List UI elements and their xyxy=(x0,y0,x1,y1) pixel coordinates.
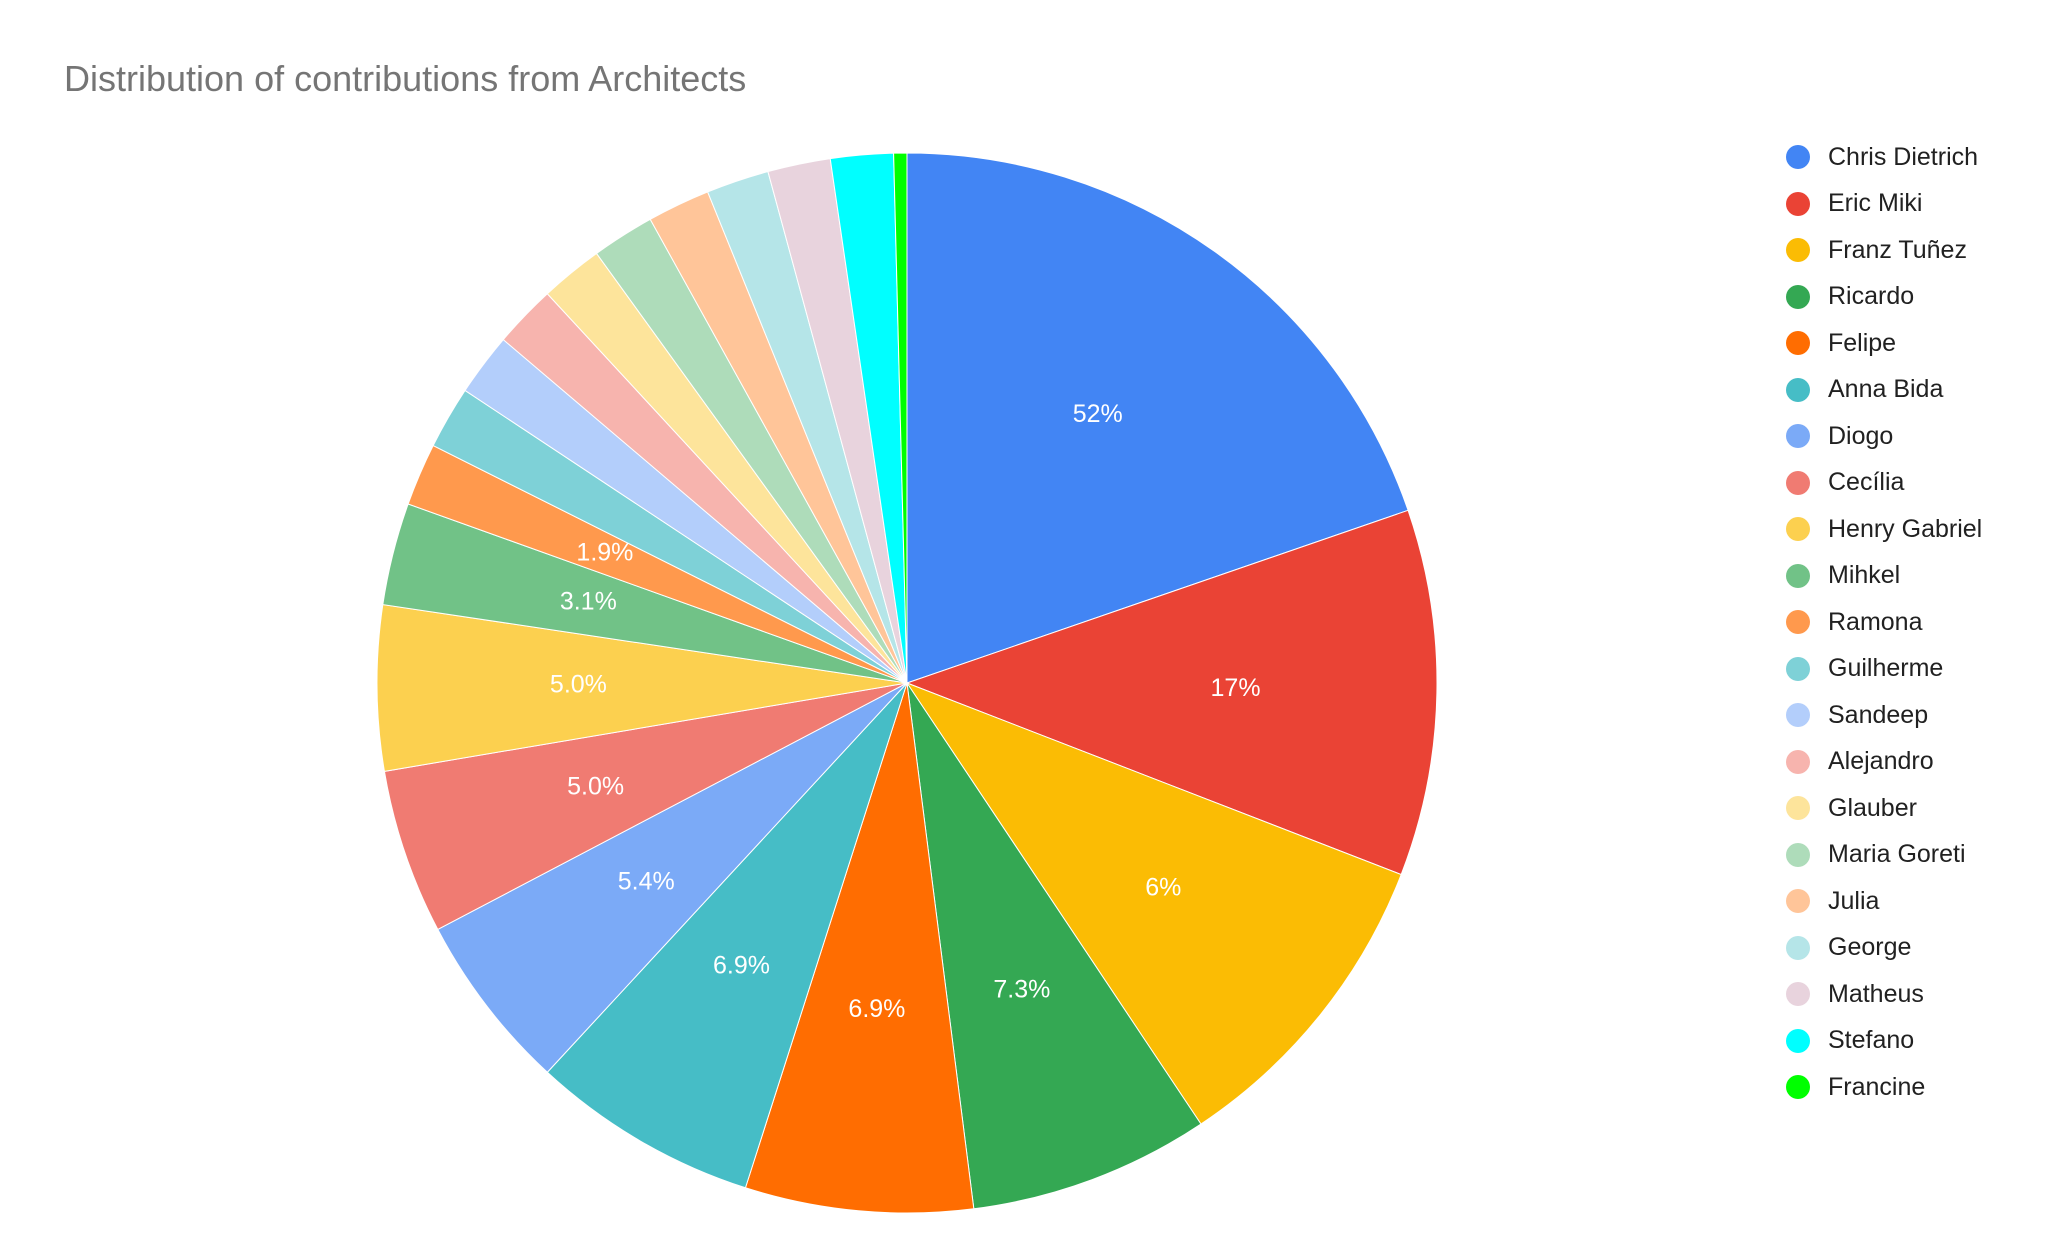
legend-swatch xyxy=(1786,1028,1810,1053)
legend-label: Cecília xyxy=(1828,468,1905,497)
pie-slice-eric-miki[interactable] xyxy=(905,509,1438,876)
slice-label-felipe: 6.9% xyxy=(848,995,905,1023)
pie-slice-francine[interactable] xyxy=(893,152,908,684)
legend-item-guilherme[interactable]: Guilherme xyxy=(1786,646,1982,693)
legend-item-chris-dietrich[interactable]: Chris Dietrich xyxy=(1786,134,1982,181)
legend-label: Diogo xyxy=(1828,421,1894,450)
legend-item-george[interactable]: George xyxy=(1786,925,1982,972)
slice-label-cecilia: 5.0% xyxy=(567,773,624,801)
legend-item-cecilia[interactable]: Cecília xyxy=(1786,460,1982,507)
legend-item-ricardo[interactable]: Ricardo xyxy=(1786,274,1982,321)
pie-slice-franz-tunez[interactable] xyxy=(905,681,1402,1125)
legend-swatch xyxy=(1786,749,1810,774)
legend-label: Eric Miki xyxy=(1828,189,1923,218)
legend-swatch xyxy=(1786,982,1810,1007)
legend-swatch xyxy=(1786,703,1810,728)
slice-label-ricardo: 7.3% xyxy=(993,975,1050,1003)
legend-label: Glauber xyxy=(1828,793,1917,822)
legend-item-francine[interactable]: Francine xyxy=(1786,1064,1982,1111)
legend-label: Matheus xyxy=(1828,979,1924,1008)
legend-swatch xyxy=(1786,145,1810,170)
slice-label-ramona: 1.9% xyxy=(576,538,633,566)
legend-item-eric-miki[interactable]: Eric Miki xyxy=(1786,181,1982,228)
slice-label-anna-bida: 6.9% xyxy=(713,951,770,979)
legend-swatch xyxy=(1786,563,1810,588)
pie-slice-diogo[interactable] xyxy=(437,682,908,1073)
legend-swatch xyxy=(1786,331,1810,356)
slice-label-diogo: 5.4% xyxy=(618,868,675,896)
legend-label: Mihkel xyxy=(1828,561,1901,590)
pie-slice-cecilia[interactable] xyxy=(383,682,908,931)
legend-item-franz-tunez[interactable]: Franz Tuñez xyxy=(1786,227,1982,274)
legend-label: Ricardo xyxy=(1828,282,1915,311)
legend-item-mihkel[interactable]: Mihkel xyxy=(1786,553,1982,600)
legend-label: Anna Bida xyxy=(1828,375,1944,404)
legend-swatch xyxy=(1786,1075,1810,1100)
pie-slice-chris-dietrich[interactable] xyxy=(906,152,1409,684)
legend-item-matheus[interactable]: Matheus xyxy=(1786,971,1982,1018)
pie-slice-henry-gabriel[interactable] xyxy=(376,603,908,772)
pie-slice-felipe[interactable] xyxy=(744,682,975,1214)
chart-title: Distribution of contributions from Archi… xyxy=(64,58,747,99)
slice-label-mihkel: 3.1% xyxy=(560,587,617,615)
legend-label: Alejandro xyxy=(1828,747,1934,776)
chart-legend: Chris Dietrich Eric Miki Franz Tuñez Ricard… xyxy=(1786,134,1982,1111)
legend-label: Chris Dietrich xyxy=(1828,142,1979,171)
legend-swatch xyxy=(1786,517,1810,542)
slice-label-henry-gabriel: 5.0% xyxy=(550,671,607,699)
legend-swatch xyxy=(1786,610,1810,635)
slice-label-chris-dietrich: 52% xyxy=(1073,400,1123,428)
legend-swatch xyxy=(1786,238,1810,263)
legend-item-glauber[interactable]: Glauber xyxy=(1786,785,1982,832)
legend-label: Maria Goreti xyxy=(1828,840,1966,869)
pie-slice-ricardo[interactable] xyxy=(906,682,1202,1210)
legend-swatch xyxy=(1786,191,1810,216)
legend-item-diogo[interactable]: Diogo xyxy=(1786,413,1982,460)
legend-label: Julia xyxy=(1828,886,1880,915)
legend-item-henry-gabriel[interactable]: Henry Gabriel xyxy=(1786,506,1982,553)
legend-label: Felipe xyxy=(1828,328,1897,357)
legend-item-sandeep[interactable]: Sandeep xyxy=(1786,692,1982,739)
legend-item-ramona[interactable]: Ramona xyxy=(1786,599,1982,646)
legend-swatch xyxy=(1786,424,1810,449)
legend-swatch xyxy=(1786,796,1810,821)
legend-item-maria-goreti[interactable]: Maria Goreti xyxy=(1786,832,1982,879)
legend-label: Guilherme xyxy=(1828,654,1944,683)
legend-swatch xyxy=(1786,470,1810,495)
legend-label: Franz Tuñez xyxy=(1828,235,1967,264)
legend-label: Francine xyxy=(1828,1072,1926,1101)
legend-swatch xyxy=(1786,889,1810,914)
legend-item-anna-bida[interactable]: Anna Bida xyxy=(1786,367,1982,414)
legend-label: Sandeep xyxy=(1828,700,1929,729)
legend-item-julia[interactable]: Julia xyxy=(1786,878,1982,925)
slice-label-franz-tunez: 6% xyxy=(1145,873,1181,901)
legend-item-alejandro[interactable]: Alejandro xyxy=(1786,739,1982,786)
legend-swatch xyxy=(1786,842,1810,867)
pie-slice-anna-bida[interactable] xyxy=(546,682,908,1189)
legend-swatch xyxy=(1786,935,1810,960)
slice-label-eric-miki: 17% xyxy=(1211,674,1261,702)
legend-item-stefano[interactable]: Stefano xyxy=(1786,1018,1982,1065)
legend-label: Stefano xyxy=(1828,1026,1915,1055)
legend-swatch xyxy=(1786,284,1810,309)
legend-label: Ramona xyxy=(1828,607,1923,636)
legend-item-felipe[interactable]: Felipe xyxy=(1786,320,1982,367)
legend-label: George xyxy=(1828,933,1912,962)
legend-label: Henry Gabriel xyxy=(1828,514,1983,543)
legend-swatch xyxy=(1786,656,1810,681)
legend-swatch xyxy=(1786,377,1810,402)
